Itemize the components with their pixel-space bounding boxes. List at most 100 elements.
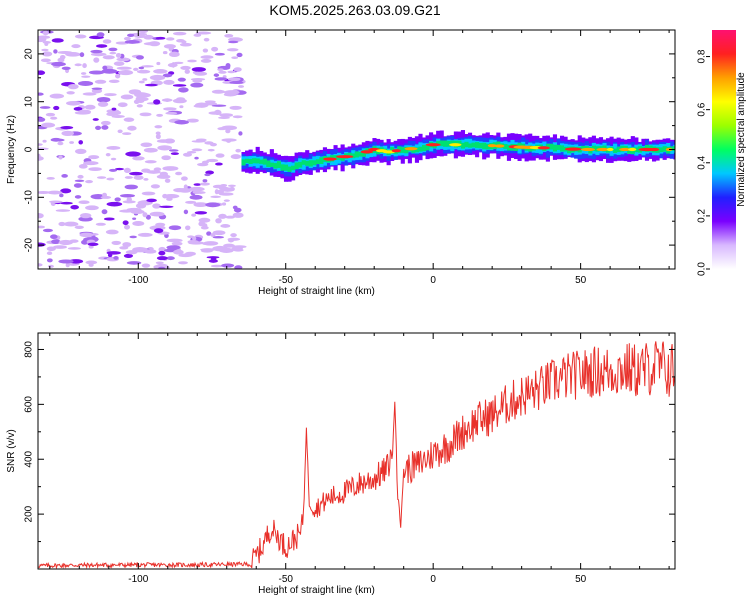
noise-blob — [127, 125, 137, 131]
noise-blob — [40, 58, 51, 63]
noise-blob — [74, 148, 87, 154]
noise-blob — [227, 249, 234, 253]
noise-blob — [77, 174, 84, 179]
noise-blob — [49, 93, 65, 99]
noise-blob — [225, 128, 231, 134]
noise-blob — [46, 258, 53, 263]
noise-blob — [138, 80, 145, 84]
noise-blob — [101, 68, 118, 74]
ridge-segment — [333, 155, 338, 160]
noise-blob — [74, 195, 82, 199]
noise-blob — [155, 133, 161, 140]
noise-blob — [55, 209, 71, 212]
noise-blob — [162, 50, 168, 55]
ridge-segment — [414, 147, 420, 153]
ridge-segment — [273, 163, 278, 169]
noise-blob — [60, 126, 74, 130]
noise-blob — [232, 205, 238, 210]
ridge-segment — [475, 142, 480, 148]
noise-blob — [129, 171, 143, 176]
noise-blob — [156, 174, 171, 179]
noise-blob — [73, 106, 83, 111]
y-tick-label: 400 — [24, 450, 35, 467]
ridge-segment — [280, 164, 285, 171]
noise-blob — [88, 245, 94, 249]
y-axis-title: SNR (v/v) — [6, 429, 17, 472]
noise-blob — [217, 68, 224, 72]
noise-blob — [38, 143, 43, 146]
noise-blob — [77, 80, 94, 86]
noise-blob — [200, 55, 214, 59]
noise-blob — [212, 245, 228, 252]
noise-blob — [142, 78, 148, 81]
noise-blob — [181, 40, 187, 44]
noise-blob — [218, 70, 227, 74]
noise-blob — [211, 89, 226, 94]
noise-blob — [229, 81, 244, 85]
noise-blob — [167, 63, 178, 68]
ridge-segment — [241, 159, 246, 166]
ridge-peak — [323, 157, 337, 161]
noise-blob — [132, 156, 145, 161]
noise-blob — [121, 209, 130, 213]
noise-blob — [141, 263, 151, 268]
ridge-segment — [659, 147, 664, 153]
ridge-segment — [308, 160, 313, 167]
noise-blob — [163, 44, 176, 49]
noise-blob — [92, 118, 99, 121]
noise-blob — [193, 183, 202, 186]
noise-blob — [145, 214, 151, 220]
ridge-segment — [467, 143, 473, 148]
noise-blob — [60, 188, 72, 194]
noise-blob — [193, 202, 208, 208]
ridge-segment — [255, 158, 260, 164]
noise-blob — [184, 69, 190, 74]
noise-blob — [215, 162, 223, 166]
noise-blob — [117, 129, 123, 134]
noise-blob — [238, 131, 243, 136]
noise-blob — [163, 193, 180, 199]
noise-blob — [227, 184, 236, 187]
noise-blob — [150, 184, 161, 189]
noise-blob — [103, 217, 115, 221]
noise-blob — [215, 153, 225, 158]
ridge-segment — [315, 159, 320, 164]
noise-blob — [214, 77, 228, 81]
noise-blob — [144, 249, 157, 254]
ridge-segment — [312, 160, 317, 166]
noise-blob — [104, 93, 117, 97]
ridge-segment — [245, 158, 250, 164]
noise-blob — [66, 100, 81, 106]
ridge-segment — [552, 144, 558, 152]
ridge-segment — [252, 158, 257, 164]
noise-blob — [135, 55, 144, 60]
ridge-segment — [485, 143, 490, 150]
ridge-segment — [443, 140, 448, 147]
ridge-segment — [404, 146, 409, 154]
y-tick-label: 20 — [24, 48, 35, 60]
noise-blob — [198, 217, 211, 223]
ridge-segment — [351, 153, 356, 159]
y-tick-label: 600 — [24, 396, 35, 413]
noise-blob — [102, 39, 112, 44]
ridge-peak — [360, 150, 374, 154]
noise-blob — [124, 224, 131, 230]
noise-blob — [106, 146, 121, 150]
noise-blob — [38, 92, 44, 96]
noise-blob — [95, 222, 106, 226]
noise-blob — [211, 46, 219, 52]
noise-blob — [113, 256, 119, 260]
noise-blob — [63, 221, 79, 227]
ridge-segment — [464, 141, 469, 148]
ridge-segment — [400, 147, 405, 153]
noise-blob — [105, 229, 119, 235]
ridge-segment — [446, 140, 451, 147]
ridge-segment — [259, 159, 264, 164]
noise-blob — [155, 36, 166, 40]
noise-blob — [170, 152, 179, 156]
noise-blob — [187, 239, 199, 244]
noise-blob — [46, 176, 55, 180]
noise-blob — [38, 242, 46, 247]
noise-blob — [136, 69, 151, 74]
ridge-segment — [347, 152, 352, 158]
